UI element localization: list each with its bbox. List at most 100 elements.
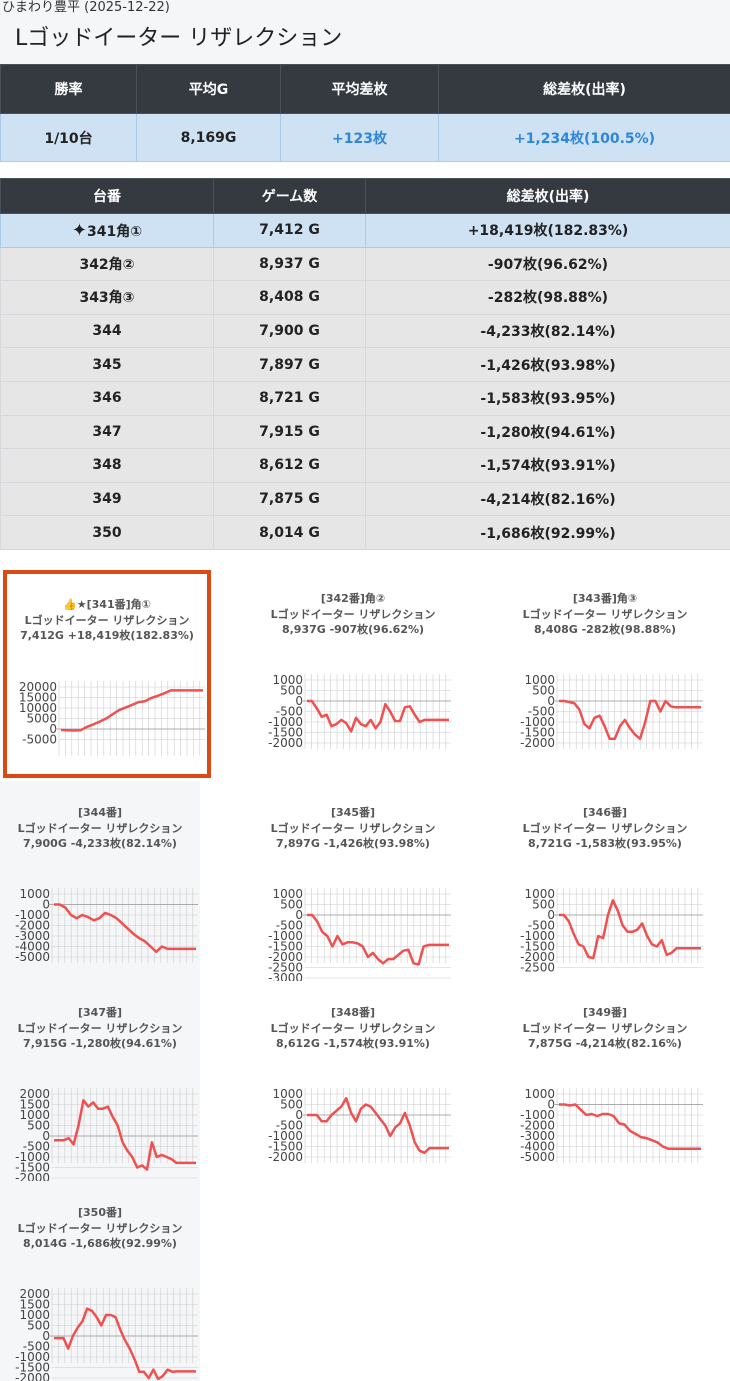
chart-title-line: Lゴッドイーター リザレクション <box>17 1021 183 1035</box>
summary-header-avg-games: 平均G <box>136 64 281 114</box>
y-tick-label: 1500 <box>19 1298 50 1312</box>
y-tick-label: 15000 <box>19 691 57 705</box>
machine-games: 8,937 G <box>213 246 366 282</box>
y-tick-label: 500 <box>280 898 303 912</box>
chart-title: [349番] Lゴッドイーター リザレクション 7,875G -4,214枚(82.… <box>505 1005 705 1052</box>
y-tick-label: -1500 <box>15 1161 50 1175</box>
y-tick-label: 1000 <box>272 887 303 901</box>
machine-diff: -1,426枚(93.98%) <box>365 347 730 382</box>
y-tick-label: 500 <box>280 1098 303 1112</box>
chart-title-line: [343番]角③ <box>572 592 638 605</box>
y-tick-label: 0 <box>547 908 555 922</box>
y-tick-label: 0 <box>42 898 50 912</box>
machine-row[interactable]: 348 8,612 G -1,574枚(93.91%) <box>0 448 730 483</box>
chart-card[interactable]: [344番] Lゴッドイーター リザレクション 7,900G -4,233枚(82.… <box>0 781 200 981</box>
y-tick-label: -1500 <box>268 1140 303 1154</box>
machine-row[interactable]: 350 8,014 G -1,686枚(92.99%) <box>0 515 730 550</box>
machine-number[interactable]: 350 <box>0 515 214 550</box>
chart-title-line: Lゴッドイーター リザレクション <box>522 1021 688 1035</box>
machine-number[interactable]: 342角② <box>0 246 214 282</box>
summary-table: 勝率 平均G 平均差枚 総差枚(出率) 1/10台 8,169G +123枚 +… <box>0 64 730 162</box>
y-tick-label: 1000 <box>19 887 50 901</box>
chart-title-line: [346番] <box>582 806 628 819</box>
series-line <box>60 689 203 732</box>
machine-diff: -1,686枚(92.99%) <box>365 515 730 550</box>
y-tick-label: -2000 <box>268 1150 303 1164</box>
sparkle-icon: ✦ <box>71 219 87 241</box>
machine-row[interactable]: 346 8,721 G -1,583枚(93.95%) <box>0 380 730 416</box>
y-tick-label: 0 <box>295 908 303 922</box>
machine-number[interactable]: 348 <box>0 448 214 483</box>
y-tick-label: 10000 <box>19 701 57 715</box>
machine-row[interactable]: 347 7,915 G -1,280枚(94.61%) <box>0 414 730 450</box>
chart-card[interactable]: [346番] Lゴッドイーター リザレクション 8,721G -1,583枚(93.… <box>505 781 705 981</box>
machine-row[interactable]: 343角③ 8,408 G -282枚(98.88%) <box>0 280 730 315</box>
y-tick-label: -2000 <box>268 736 303 750</box>
chart-card[interactable]: [349番] Lゴッドイーター リザレクション 7,875G -4,214枚(82.… <box>505 981 705 1181</box>
chart-title-line: [345番] <box>330 806 376 819</box>
machine-number[interactable]: ✦341角① <box>0 213 214 248</box>
summary-total-diff: +1,234枚(100.5%) <box>438 113 730 162</box>
chart-title: [342番]角② Lゴッドイーター リザレクション 8,937G -907枚(96.… <box>253 591 453 638</box>
chart-card[interactable]: [347番] Lゴッドイーター リザレクション 7,915G -1,280枚(94.… <box>0 981 200 1181</box>
machine-row[interactable]: 344 7,900 G -4,233枚(82.14%) <box>0 313 730 349</box>
machine-row[interactable]: 345 7,897 G -1,426枚(93.98%) <box>0 347 730 382</box>
chart-card[interactable]: [350番] Lゴッドイーター リザレクション 8,014G -1,686枚(92.… <box>0 1181 200 1381</box>
y-tick-label: -2000 <box>520 736 555 750</box>
y-tick-label: -500 <box>276 919 303 933</box>
y-tick-label: -1000 <box>268 1129 303 1143</box>
chart-plot: 10000-1000-2000-3000-4000-5000 <box>15 887 198 964</box>
chart-title-line: [348番] <box>330 1006 376 1019</box>
machine-number[interactable]: 343角③ <box>0 280 214 315</box>
chart-card[interactable]: [343番]角③ Lゴッドイーター リザレクション 8,408G -282枚(98.… <box>505 567 705 767</box>
chart-title-line: 8,937G -907枚(96.62%) <box>281 623 425 636</box>
chart-title: [348番] Lゴッドイーター リザレクション 8,612G -1,574枚(93.… <box>253 1005 453 1052</box>
summary-header-total-diff: 総差枚(出率) <box>438 64 730 114</box>
chart-title-line: [342番]角② <box>320 592 386 605</box>
chart-card[interactable]: [348番] Lゴッドイーター リザレクション 8,612G -1,574枚(93.… <box>253 981 453 1181</box>
chart-title: [343番]角③ Lゴッドイーター リザレクション 8,408G -282枚(98.… <box>505 591 705 638</box>
y-tick-label: 0 <box>295 1108 303 1122</box>
machine-diff: -1,574枚(93.91%) <box>365 448 730 483</box>
machine-diff: -4,233枚(82.14%) <box>365 313 730 349</box>
chart-card[interactable]: [345番] Lゴッドイーター リザレクション 7,897G -1,426枚(93.… <box>253 781 453 981</box>
machine-games: 8,721 G <box>213 380 366 416</box>
y-tick-label: 500 <box>532 684 555 698</box>
chart-card[interactable]: 👍★[341番]角① Lゴッドイーター リザレクション 7,412G +18,419… <box>3 570 211 778</box>
y-tick-label: -1000 <box>15 908 50 922</box>
y-tick-label: -500 <box>23 1340 50 1354</box>
y-tick-label: -2000 <box>520 1119 555 1133</box>
chart-title: [350番] Lゴッドイーター リザレクション 8,014G -1,686枚(92.… <box>0 1205 200 1252</box>
chart-title: [346番] Lゴッドイーター リザレクション 8,721G -1,583枚(93.… <box>505 805 705 852</box>
y-tick-label: -1000 <box>520 1108 555 1122</box>
chart-card[interactable]: [342番]角② Lゴッドイーター リザレクション 8,937G -907枚(96.… <box>253 567 453 767</box>
series-line <box>54 1307 196 1381</box>
series-line <box>307 1096 449 1155</box>
machine-games: 8,014 G <box>213 515 366 550</box>
y-tick-label: 500 <box>27 1319 50 1333</box>
chart-title-line: [350番] <box>77 1206 123 1219</box>
machine-row[interactable]: ✦341角① 7,412 G +18,419枚(182.83%) <box>0 213 730 248</box>
chart-title: [345番] Lゴッドイーター リザレクション 7,897G -1,426枚(93.… <box>253 805 453 852</box>
summary-header-winrate: 勝率 <box>0 64 137 114</box>
y-tick-label: 500 <box>532 898 555 912</box>
machine-row[interactable]: 349 7,875 G -4,214枚(82.16%) <box>0 481 730 517</box>
machine-number[interactable]: 347 <box>0 414 214 450</box>
chart-title-line: Lゴッドイーター リザレクション <box>522 821 688 835</box>
machine-number[interactable]: 349 <box>0 481 214 517</box>
machine-number[interactable]: 345 <box>0 347 214 382</box>
page-header: ひまわり豊平 (2025-12-22) Lゴッドイーター リザレクション <box>0 0 730 64</box>
y-tick-label: 1000 <box>524 673 555 687</box>
machine-row[interactable]: 342角② 8,937 G -907枚(96.62%) <box>0 246 730 282</box>
summary-avg-diff: +123枚 <box>280 113 439 162</box>
chart-title: [344番] Lゴッドイーター リザレクション 7,900G -4,233枚(82.… <box>0 805 200 852</box>
y-tick-label: -500 <box>276 705 303 719</box>
machine-number[interactable]: 344 <box>0 313 214 349</box>
machine-number[interactable]: 346 <box>0 380 214 416</box>
y-tick-label: 1500 <box>19 1098 50 1112</box>
y-tick-label: -500 <box>23 1140 50 1154</box>
chart-title-line: 7,900G -4,233枚(82.14%) <box>23 837 177 850</box>
